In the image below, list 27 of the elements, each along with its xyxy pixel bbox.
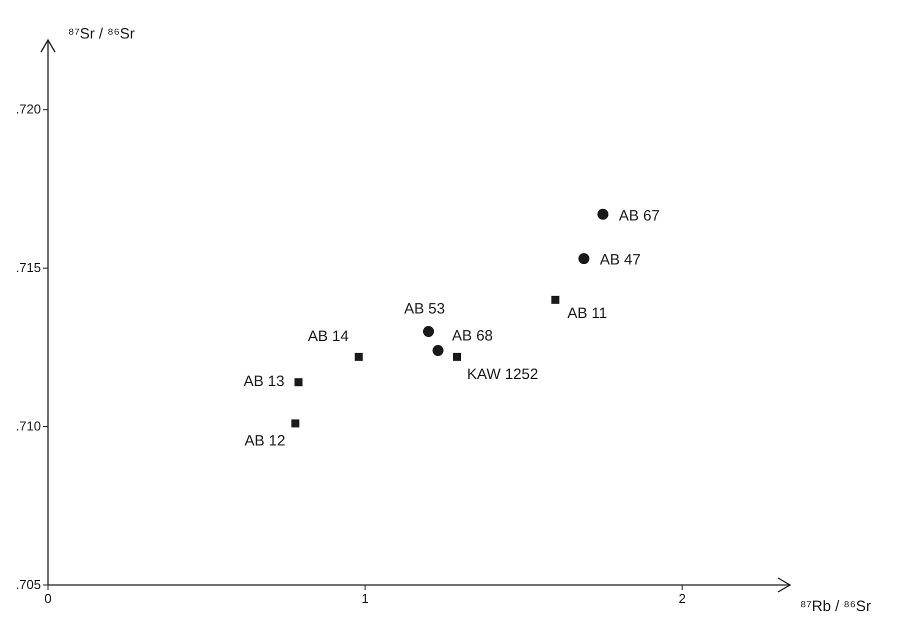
point [453,352,462,361]
annotation: AB 14 [308,328,349,345]
point [551,296,560,304]
annotation: AB 13 [244,373,285,390]
x-tick-label: 1 [361,591,369,606]
y-tick-label: .705 [16,577,41,592]
y-tick-label: .710 [16,418,41,434]
annotation: AB 67 [618,207,660,224]
point [294,378,303,386]
annotation: AB 53 [404,300,445,318]
y-axis-title: ⁸⁷Sr / ⁸⁶Sr [68,25,135,42]
annotation: AB 68 [452,328,493,345]
point [578,253,590,264]
x-tick-label: 2 [678,591,686,606]
point [291,419,300,428]
annotation: AB 47 [600,252,641,269]
point [597,208,608,220]
y-tick-label: .715 [16,260,41,276]
annotation: KAW 1252 [467,366,538,383]
point [354,352,363,361]
annotation: AB 11 [567,304,608,322]
point [432,345,444,356]
annotation: AB 12 [244,432,286,450]
x-axis-title: ⁸⁷Rb / ⁸⁶Sr [800,598,871,615]
point [423,326,434,338]
y-tick-label: .720 [16,102,41,117]
x-tick-label: 0 [44,591,52,606]
